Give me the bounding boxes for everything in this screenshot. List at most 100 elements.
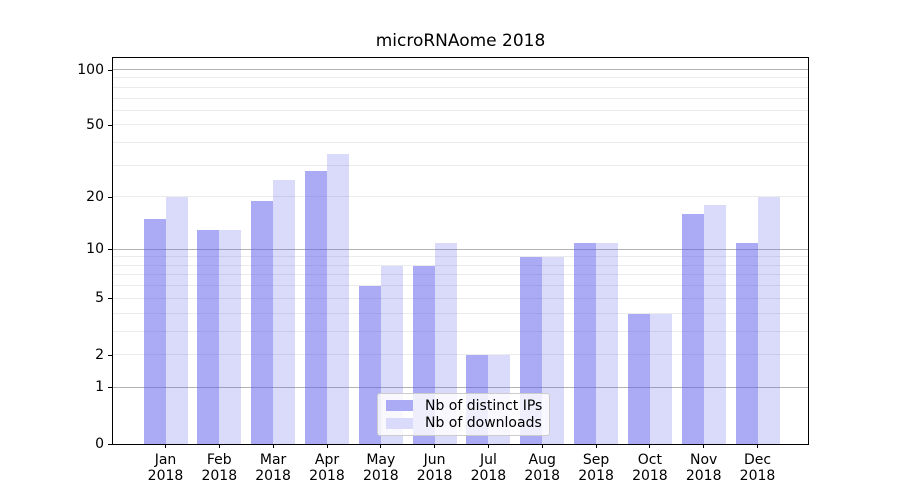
x-tick-month-nov: Nov bbox=[690, 452, 718, 468]
legend-item-downloads: Nb of downloads bbox=[386, 415, 542, 433]
bar-distinct-ips-feb bbox=[197, 230, 220, 444]
legend-swatch-distinct-ips bbox=[386, 400, 413, 412]
bar-distinct-ips-sep bbox=[574, 242, 597, 444]
gridline-minor-6 bbox=[113, 285, 808, 287]
bar-downloads-dec bbox=[757, 197, 780, 444]
x-tick-label-sep: Sep 2018 bbox=[564, 452, 628, 484]
gridline-minor-5 bbox=[113, 297, 808, 299]
x-tick-year-may: 2018 bbox=[362, 468, 399, 484]
x-tick-label-jan: Jan 2018 bbox=[134, 452, 198, 484]
y-tick-label-100: 100 bbox=[77, 61, 104, 78]
x-tick-mark-jan bbox=[165, 444, 166, 448]
x-tick-mark-sep bbox=[595, 444, 597, 448]
x-tick-label-mar: Mar 2018 bbox=[241, 452, 305, 484]
y-tick-label-0: 0 bbox=[95, 435, 104, 452]
gridline-minor-9 bbox=[113, 256, 808, 258]
gridline-minor-20 bbox=[113, 196, 808, 198]
x-tick-month-mar: Mar bbox=[259, 452, 287, 468]
x-tick-label-feb: Feb 2018 bbox=[187, 452, 251, 484]
bar-downloads-feb bbox=[219, 230, 242, 444]
gridline-minor-60 bbox=[113, 109, 808, 111]
x-tick-mark-jun bbox=[434, 444, 436, 448]
x-tick-year-nov: 2018 bbox=[685, 468, 722, 484]
bar-distinct-ips-may bbox=[358, 286, 381, 444]
x-tick-year-apr: 2018 bbox=[309, 468, 345, 484]
x-tick-label-nov: Nov 2018 bbox=[672, 452, 736, 484]
x-tick-mark-aug bbox=[541, 444, 543, 448]
y-tick-mark-10 bbox=[108, 249, 112, 251]
gridline-minor-30 bbox=[113, 164, 808, 166]
legend: Nb of distinct IPs Nb of downloads bbox=[377, 393, 550, 436]
x-tick-year-dec: 2018 bbox=[739, 468, 776, 484]
bar-distinct-ips-jan bbox=[143, 219, 166, 444]
x-tick-label-dec: Dec 2018 bbox=[726, 452, 790, 484]
gridline-minor-8 bbox=[113, 264, 808, 266]
plot-area bbox=[112, 57, 809, 445]
x-tick-mark-oct bbox=[649, 444, 651, 448]
x-tick-label-oct: Oct 2018 bbox=[618, 452, 682, 484]
gridline-minor-50 bbox=[113, 124, 808, 126]
gridline-major-1 bbox=[113, 386, 808, 388]
x-tick-year-oct: 2018 bbox=[632, 468, 668, 484]
y-tick-label-10: 10 bbox=[86, 241, 104, 258]
x-tick-label-aug: Aug 2018 bbox=[510, 452, 574, 484]
bar-downloads-apr bbox=[326, 153, 349, 444]
y-tick-mark-20 bbox=[108, 196, 112, 198]
x-tick-year-jan: 2018 bbox=[147, 468, 184, 484]
x-tick-mark-feb bbox=[218, 444, 220, 448]
x-tick-label-jul: Jul 2018 bbox=[456, 452, 520, 484]
gridline-minor-90 bbox=[113, 77, 808, 79]
y-tick-mark-2 bbox=[108, 354, 112, 356]
gridline-minor-80 bbox=[113, 86, 808, 88]
x-tick-year-sep: 2018 bbox=[578, 468, 614, 484]
x-tick-month-sep: Sep bbox=[582, 452, 610, 468]
x-tick-month-dec: Dec bbox=[743, 452, 772, 468]
x-tick-month-aug: Aug bbox=[528, 452, 556, 468]
gridline-minor-2 bbox=[113, 353, 808, 355]
x-tick-year-jun: 2018 bbox=[416, 468, 453, 484]
y-tick-label-50: 50 bbox=[86, 116, 104, 133]
legend-item-distinct-ips: Nb of distinct IPs bbox=[386, 397, 542, 415]
x-tick-year-jul: 2018 bbox=[470, 468, 507, 484]
bar-downloads-jan bbox=[165, 197, 188, 444]
y-tick-mark-50 bbox=[108, 124, 112, 126]
gridline-major-10 bbox=[113, 248, 808, 250]
x-tick-mark-mar bbox=[272, 444, 274, 448]
y-tick-label-2: 2 bbox=[95, 346, 104, 363]
x-tick-year-mar: 2018 bbox=[255, 468, 291, 484]
x-tick-mark-dec bbox=[757, 444, 758, 448]
gridline-minor-4 bbox=[113, 312, 808, 314]
gridline-minor-7 bbox=[113, 274, 808, 276]
x-tick-mark-nov bbox=[703, 444, 705, 448]
bar-distinct-ips-oct bbox=[627, 313, 650, 444]
x-tick-month-jun: Jun bbox=[423, 452, 446, 468]
gridline-major-100 bbox=[113, 69, 808, 70]
x-tick-label-apr: Apr 2018 bbox=[295, 452, 359, 484]
bar-distinct-ips-dec bbox=[735, 242, 758, 444]
bar-downloads-mar bbox=[273, 180, 296, 444]
x-tick-mark-apr bbox=[326, 444, 328, 448]
bar-distinct-ips-mar bbox=[251, 201, 274, 444]
y-tick-mark-1 bbox=[108, 387, 112, 389]
x-tick-year-feb: 2018 bbox=[201, 468, 238, 484]
legend-swatch-downloads bbox=[386, 417, 413, 429]
x-tick-label-may: May 2018 bbox=[349, 452, 413, 484]
x-tick-mark-jul bbox=[487, 444, 489, 448]
x-tick-month-feb: Feb bbox=[206, 452, 232, 468]
x-tick-month-jan: Jan bbox=[154, 452, 177, 468]
x-tick-month-oct: Oct bbox=[637, 452, 662, 468]
chart-title: microRNAome 2018 bbox=[375, 31, 546, 51]
y-tick-mark-0 bbox=[108, 443, 112, 445]
y-tick-label-20: 20 bbox=[86, 188, 104, 205]
bar-downloads-sep bbox=[596, 242, 619, 444]
gridline-minor-40 bbox=[113, 142, 808, 144]
x-tick-month-may: May bbox=[366, 452, 396, 468]
x-tick-mark-may bbox=[380, 444, 382, 448]
bar-distinct-ips-apr bbox=[304, 171, 327, 444]
x-tick-label-jun: Jun 2018 bbox=[403, 452, 467, 484]
bar-distinct-ips-nov bbox=[681, 214, 704, 444]
x-tick-year-aug: 2018 bbox=[524, 468, 560, 484]
x-tick-month-jul: Jul bbox=[479, 452, 497, 468]
y-tick-label-5: 5 bbox=[95, 290, 104, 307]
